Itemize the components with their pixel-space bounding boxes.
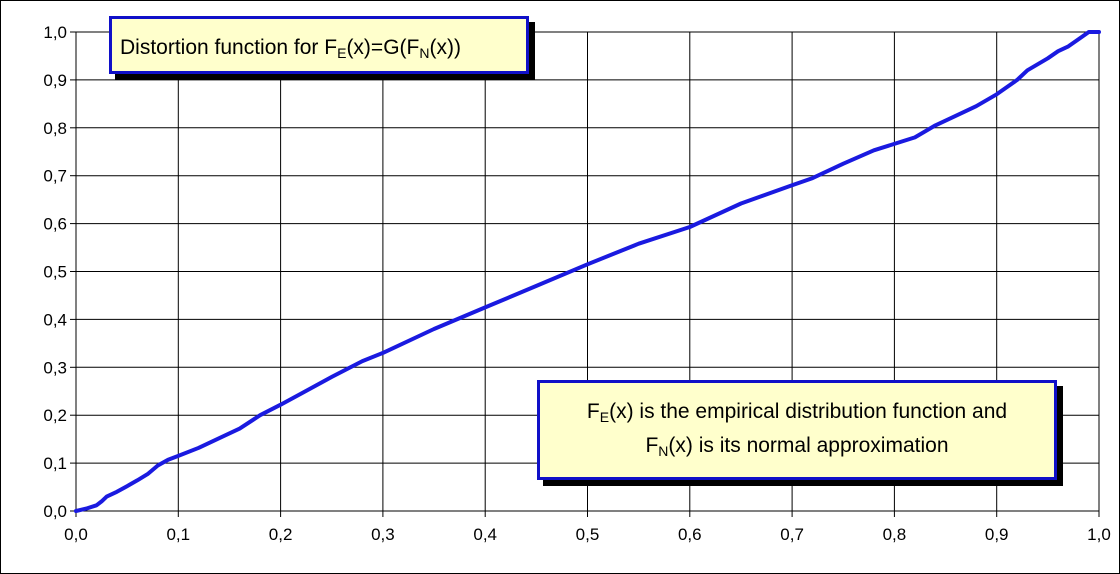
- y-tick-label: 0,3: [43, 358, 67, 377]
- y-tick-label: 1,0: [43, 23, 67, 42]
- annotation-2-sub: N: [658, 443, 669, 459]
- x-tick-label: 0,9: [985, 525, 1009, 544]
- x-tick-label: 0,1: [166, 525, 190, 544]
- x-tick-label: 0,0: [64, 525, 88, 544]
- chart-title-sub-e: E: [337, 45, 347, 61]
- y-tick-label: 0,4: [43, 310, 67, 329]
- annotation-line-1: FE(x) is the empirical distribution func…: [540, 395, 1054, 429]
- annotation-1-sub: E: [599, 409, 610, 425]
- annotation-box: FE(x) is the empirical distribution func…: [537, 380, 1057, 480]
- y-tick-label: 0,0: [43, 502, 67, 521]
- x-tick-label: 0,2: [269, 525, 293, 544]
- x-tick-label: 0,8: [883, 525, 907, 544]
- y-tick-label: 0,7: [43, 167, 67, 186]
- chart-title-part-c: (x)=G(F: [346, 36, 420, 59]
- series-line: [74, 30, 1101, 513]
- annotation-1-c: (x) is the empirical distribution functi…: [609, 400, 1008, 423]
- x-tick-label: 1,0: [1087, 525, 1111, 544]
- y-tick-label: 0,1: [43, 454, 67, 473]
- y-tick-label: 0,6: [43, 215, 67, 234]
- x-tick-label: 0,3: [371, 525, 395, 544]
- annotation-2-a: F: [645, 434, 659, 457]
- chart-title-part-a: Distortion function for F: [120, 36, 338, 59]
- x-axis-ticks: 0,0 0,1 0,2 0,3 0,4 0,5 0,6 0,7 0,8 0,9 1,0: [64, 511, 1111, 544]
- x-tick-label: 0,7: [780, 525, 804, 544]
- y-tick-label: 0,9: [43, 71, 67, 90]
- plot-area: [75, 31, 1100, 512]
- annotation-1-a: F: [586, 400, 600, 423]
- annotation-line-2: FN(x) is its normal approximation: [540, 429, 1054, 463]
- y-tick-label: 0,2: [43, 406, 67, 425]
- y-axis-ticks: 0,0 0,1 0,2 0,3 0,4 0,5 0,6 0,7 0,8 0,9 1,0: [43, 23, 76, 521]
- x-tick-label: 0,6: [678, 525, 702, 544]
- chart-title-box: Distortion function for FE(x)=G(FN(x)): [109, 16, 529, 74]
- chart-title-part-e: (x)): [429, 36, 461, 59]
- y-tick-label: 0,8: [43, 119, 67, 138]
- x-tick-label: 0,5: [576, 525, 600, 544]
- y-tick-label: 0,5: [43, 263, 67, 282]
- annotation-2-c: (x) is its normal approximation: [668, 434, 949, 457]
- chart-title-sub-n: N: [419, 45, 430, 61]
- x-tick-label: 0,4: [473, 525, 497, 544]
